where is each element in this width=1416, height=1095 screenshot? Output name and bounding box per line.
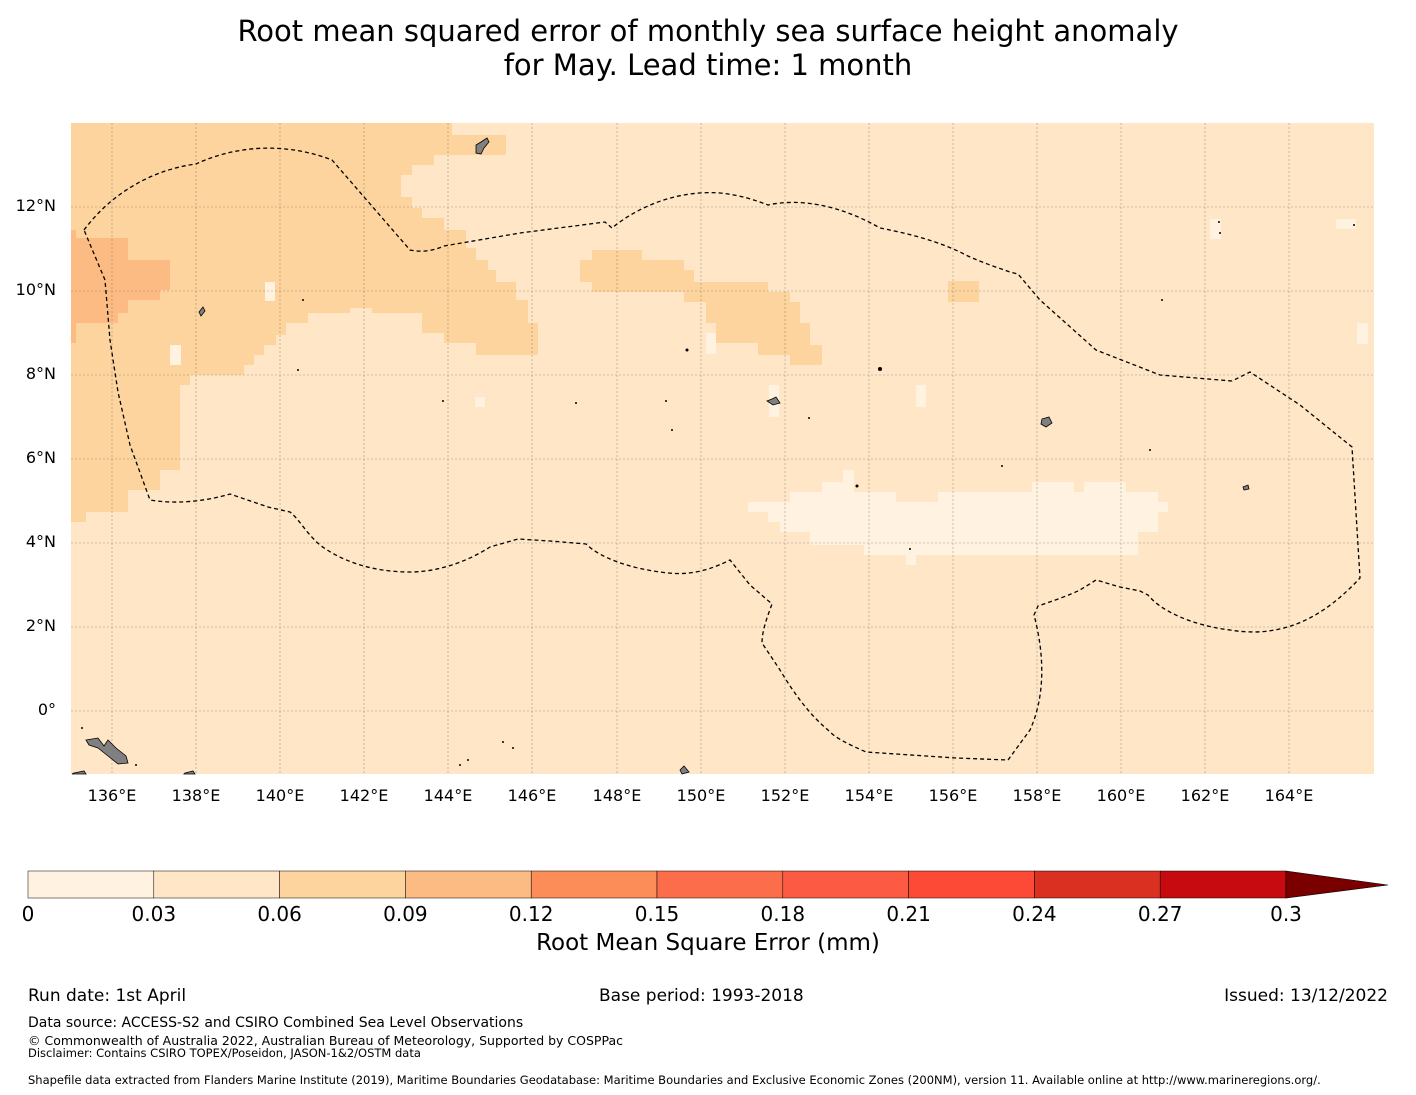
colorbar-segment: [656, 870, 784, 899]
lon-label-150e: 150°E: [676, 786, 726, 805]
lat-label-10n: 10°N: [15, 280, 56, 299]
island-islets-west: [71, 770, 87, 775]
lon-label-140e: 140°E: [255, 786, 305, 805]
colorbar-tick-label: 0.12: [508, 902, 554, 926]
island-islets-center: [183, 770, 196, 775]
rmse-speck: [706, 333, 716, 354]
gridlines: [71, 123, 1374, 774]
rmse-speck: [843, 470, 854, 482]
lon-label-156e: 156°E: [928, 786, 978, 805]
lon-label-148e: 148°E: [592, 786, 642, 805]
rmse-speck: [916, 385, 926, 407]
colorbar-segment: [782, 870, 909, 899]
rmse-speck: [1357, 323, 1368, 344]
island-chuuk: [766, 396, 781, 406]
colorbar-segment: [279, 870, 406, 899]
lat-label-4n: 4°N: [25, 532, 56, 551]
lon-label-164e: 164°E: [1264, 786, 1314, 805]
title-line-1: Root mean squared error of monthly sea s…: [237, 14, 1179, 48]
colorbar-label: Root Mean Square Error (mm): [536, 930, 880, 956]
rmse-region-medium-center: [580, 250, 822, 365]
copyright: © Commonwealth of Australia 2022, Austra…: [28, 1033, 623, 1048]
disclaimer: Disclaimer: Contains CSIRO TOPEX/Poseido…: [28, 1046, 421, 1060]
island-kosrae: [1242, 484, 1250, 491]
colorbar-tick-label: 0.18: [760, 902, 806, 926]
colorbar-tick-label: 0.09: [383, 902, 428, 926]
rmse-region-light: [748, 482, 1168, 565]
lat-label-12n: 12°N: [15, 196, 56, 215]
island-palau: [198, 306, 206, 317]
land-masses: [71, 137, 1250, 775]
lat-label-0: 0°: [37, 700, 56, 719]
chart-title: Root mean squared error of monthly sea s…: [0, 14, 1416, 82]
colorbar-tick-label: 0.27: [1137, 902, 1183, 926]
shapefile-credit: Shapefile data extracted from Flanders M…: [28, 1073, 1321, 1087]
lon-label-144e: 144°E: [423, 786, 473, 805]
issued-date: Issued: 13/12/2022: [1224, 986, 1388, 1006]
colorbar-segment: [908, 870, 1035, 899]
island-manus: [679, 765, 690, 775]
rmse-speck: [170, 345, 181, 365]
island-guam: [475, 137, 490, 155]
rmse-region-medium-east: [948, 281, 979, 302]
colorbar-tick-label: 0.15: [634, 902, 680, 926]
lon-label-136e: 136°E: [87, 786, 137, 805]
lat-label-8n: 8°N: [25, 364, 56, 383]
rmse-region-medium-nw: [71, 123, 538, 522]
island-new-guinea-west: [85, 737, 129, 765]
rmse-speck: [1210, 219, 1221, 239]
base-period: Base period: 1993-2018: [599, 986, 804, 1006]
colorbar-segment: [530, 870, 658, 899]
colorbar-segment: [27, 870, 155, 899]
lon-label-142e: 142°E: [339, 786, 389, 805]
title-line-2: for May. Lead time: 1 month: [503, 48, 913, 82]
lon-label-152e: 152°E: [760, 786, 810, 805]
eez-boundary: [83, 147, 1361, 761]
colorbar: [27, 870, 1389, 899]
colorbar-tick-label: 0: [21, 902, 35, 926]
lon-label-160e: 160°E: [1096, 786, 1146, 805]
colorbar-segment: [405, 870, 532, 899]
colorbar-segment: [1159, 870, 1287, 899]
colorbar-tick-label: 0.3: [1270, 902, 1302, 926]
lon-label-146e: 146°E: [507, 786, 557, 805]
island-pohnpei: [1040, 416, 1053, 428]
lon-label-162e: 162°E: [1180, 786, 1230, 805]
lon-label-158e: 158°E: [1012, 786, 1062, 805]
colorbar-tick-label: 0.03: [131, 902, 177, 926]
lon-label-138e: 138°E: [171, 786, 221, 805]
data-source: Data source: ACCESS-S2 and CSIRO Combine…: [28, 1015, 524, 1031]
atoll-dots: [81, 221, 1355, 766]
lat-label-2n: 2°N: [25, 616, 56, 635]
rmse-speck: [265, 282, 275, 301]
colorbar-tick-label: 0.21: [886, 902, 931, 926]
colorbar-tick-label: 0.24: [1012, 902, 1057, 926]
colorbar-segment: [153, 870, 280, 899]
rmse-speck: [475, 397, 485, 407]
rmse-speck: [1336, 219, 1356, 229]
colorbar-segment: [1034, 870, 1161, 899]
map-plot: [71, 123, 1374, 775]
colorbar-segments: [27, 870, 1287, 899]
colorbar-extend-arrow: [1285, 870, 1389, 899]
run-date: Run date: 1st April: [28, 986, 187, 1006]
lat-label-6n: 6°N: [25, 448, 56, 467]
colorbar-tick-label: 0.06: [257, 902, 302, 926]
lon-label-154e: 154°E: [844, 786, 894, 805]
